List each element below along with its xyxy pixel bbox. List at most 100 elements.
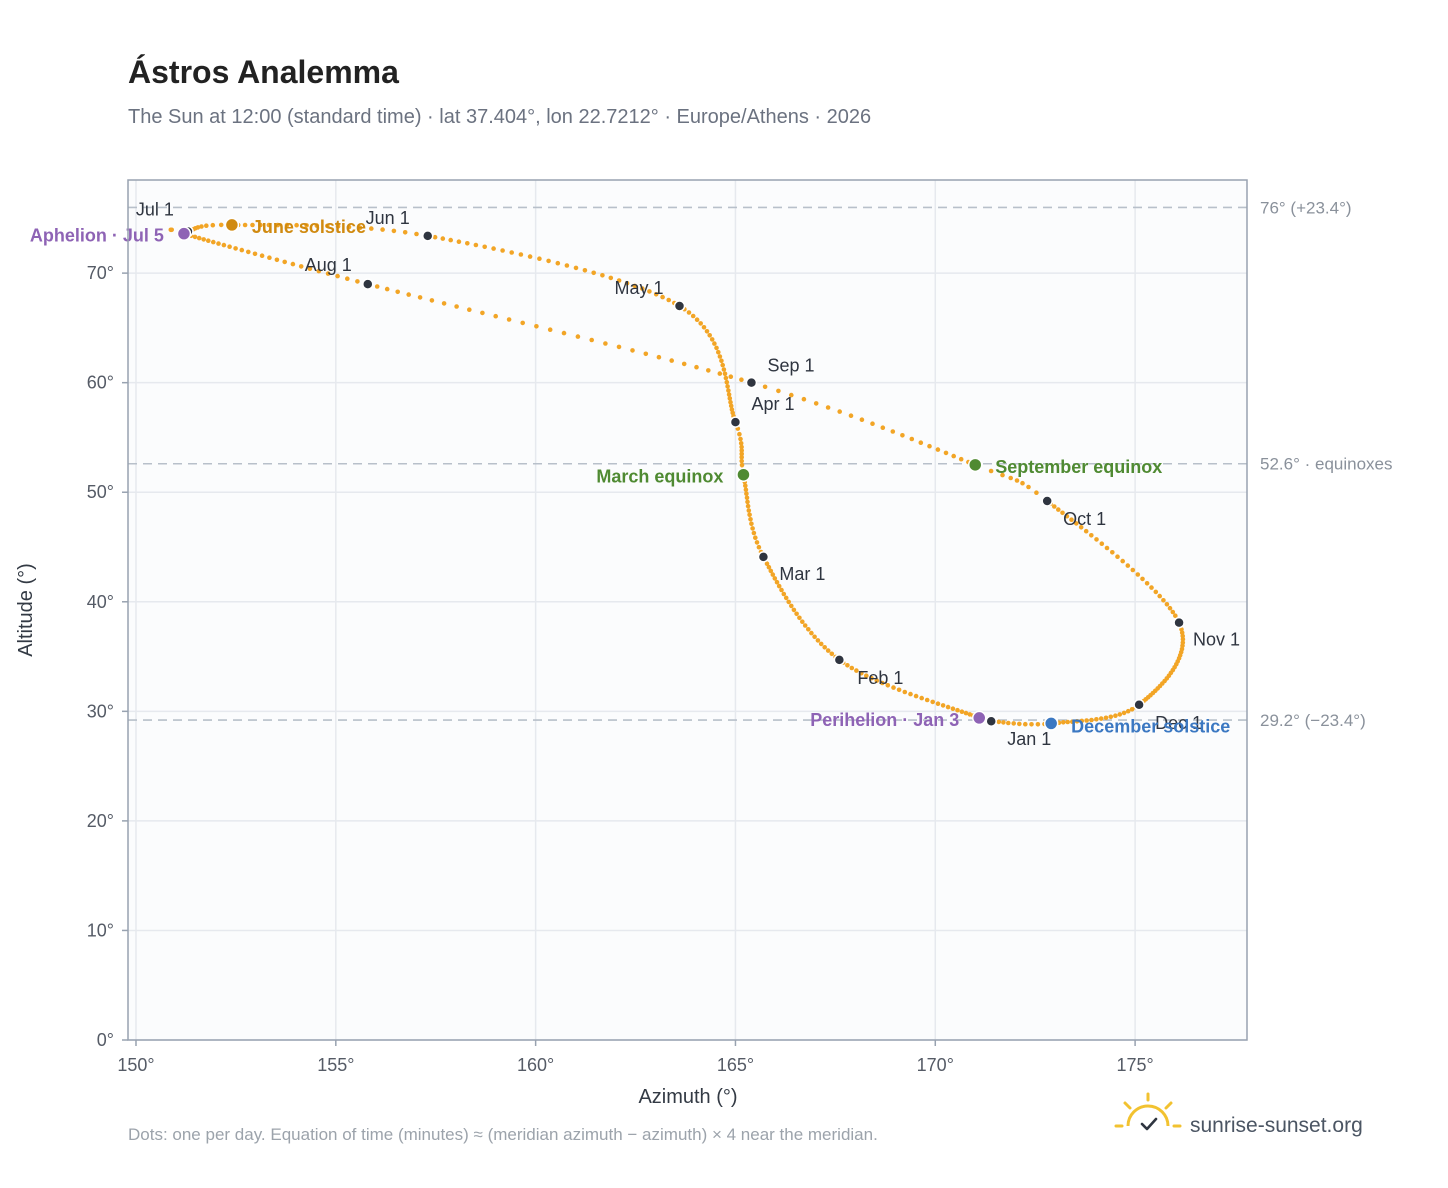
day-dot — [849, 665, 855, 671]
x-tick-label: 155° — [317, 1055, 354, 1075]
day-dot — [1065, 719, 1070, 725]
day-dot — [1113, 713, 1118, 718]
day-dot — [395, 289, 401, 295]
day-dot — [720, 362, 725, 368]
day-dot — [896, 687, 902, 693]
day-dot — [913, 693, 919, 699]
day-dot — [1161, 598, 1166, 603]
day-dot — [885, 683, 891, 688]
day-dot — [1023, 721, 1028, 727]
day-dot — [1108, 714, 1114, 720]
day-dot — [869, 675, 874, 681]
day-dot — [751, 530, 757, 536]
day-dot — [728, 374, 734, 380]
day-dot — [547, 327, 553, 333]
day-dot — [298, 264, 304, 269]
day-dot — [880, 680, 885, 686]
day-dot — [747, 512, 752, 518]
day-dot — [653, 292, 659, 297]
grid — [128, 180, 1247, 1041]
day-dot — [199, 224, 204, 229]
x-axis-title: Azimuth (°) — [638, 1086, 737, 1108]
day-dot — [1121, 710, 1127, 716]
day-dot — [465, 241, 470, 246]
day-dot — [724, 379, 730, 385]
day-dot — [402, 230, 408, 235]
event-label: December solstice — [1071, 716, 1230, 736]
day-dot — [1170, 609, 1176, 615]
day-dot — [259, 253, 265, 258]
day-dot — [1094, 717, 1099, 722]
day-dot — [1180, 637, 1186, 642]
day-dot — [694, 317, 700, 323]
month-label: Jul 1 — [136, 199, 174, 219]
day-dot — [1026, 484, 1031, 490]
y-tick-label: 0° — [97, 1030, 114, 1050]
month-label: Nov 1 — [1193, 630, 1240, 650]
day-dot — [369, 226, 374, 231]
day-dot — [815, 638, 821, 643]
event-dot — [176, 226, 192, 241]
day-dot — [722, 371, 728, 377]
day-dot — [640, 286, 645, 291]
day-dot — [290, 261, 296, 267]
day-dot — [1017, 721, 1022, 727]
day-dot — [744, 495, 750, 501]
day-dot — [267, 255, 272, 260]
x-tick-label: 160° — [517, 1055, 554, 1075]
day-dot — [1153, 589, 1159, 595]
day-dot — [284, 222, 290, 228]
day-dot — [791, 607, 797, 613]
day-dot — [608, 275, 614, 281]
day-dot — [432, 234, 438, 240]
day-dot — [739, 462, 745, 468]
event-label: June solstice — [252, 217, 366, 237]
day-dot — [1173, 613, 1178, 618]
day-dot — [919, 695, 924, 701]
day-dot — [802, 623, 808, 628]
day-dot — [809, 630, 814, 636]
day-dot — [325, 223, 330, 229]
day-dot — [1069, 517, 1074, 522]
day-dot — [666, 297, 671, 303]
month-dot — [1133, 699, 1145, 711]
day-dot — [996, 719, 1002, 725]
day-dot — [800, 619, 805, 624]
month-dot — [362, 278, 374, 290]
day-dot — [1115, 554, 1120, 559]
day-dot — [1064, 513, 1070, 519]
day-dot — [870, 421, 875, 427]
y-tick-label: 60° — [87, 373, 114, 393]
day-dot — [859, 670, 864, 676]
day-dot — [727, 396, 733, 401]
month-dot — [729, 416, 742, 428]
day-dot — [719, 358, 724, 364]
day-dot — [473, 242, 479, 248]
day-dot — [745, 499, 750, 505]
day-dot — [250, 222, 255, 228]
day-dot — [797, 615, 802, 621]
day-dot — [743, 483, 748, 489]
day-dot — [1104, 545, 1110, 551]
day-dot — [825, 648, 831, 653]
month-dot — [757, 551, 770, 563]
day-dot — [768, 568, 774, 574]
day-dot — [1070, 719, 1075, 724]
day-dot — [935, 447, 941, 452]
day-dot — [717, 354, 723, 359]
chart-title: Ástros Analemma — [128, 54, 399, 90]
brand-logo[interactable]: sunrise-sunset.org — [1114, 1092, 1363, 1137]
day-dot — [781, 591, 787, 597]
day-dot — [786, 599, 791, 605]
day-dot — [774, 579, 780, 585]
day-dot — [1103, 715, 1109, 721]
day-dot — [242, 222, 248, 228]
event-dot — [736, 467, 751, 482]
day-dot — [429, 298, 435, 303]
day-dot — [709, 337, 715, 342]
day-dot — [246, 249, 251, 255]
day-dot — [967, 712, 973, 717]
day-dot — [753, 535, 758, 540]
day-dot — [454, 304, 459, 309]
